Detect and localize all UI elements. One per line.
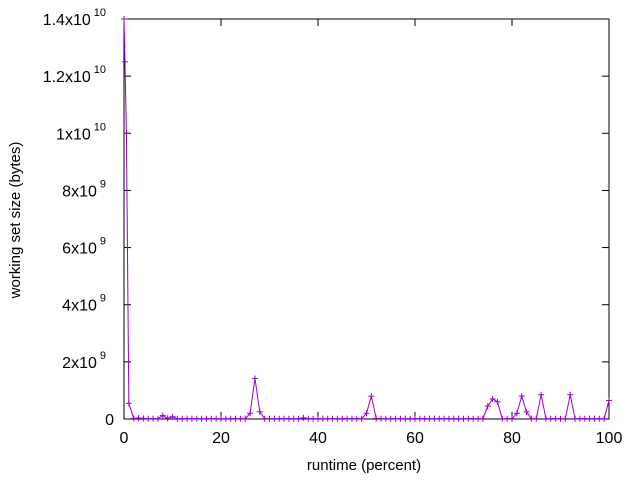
y-tick-exponent: 9 bbox=[100, 293, 106, 305]
data-point bbox=[518, 393, 525, 400]
x-tick-label: 60 bbox=[406, 430, 424, 447]
y-tick-exponent: 10 bbox=[94, 7, 106, 19]
data-point bbox=[121, 58, 128, 65]
data-point bbox=[489, 396, 496, 402]
data-point bbox=[154, 415, 161, 422]
y-tick-label: 8x10 9 bbox=[62, 178, 106, 200]
data-point bbox=[256, 408, 263, 415]
data-point bbox=[606, 397, 612, 404]
y-tick-mantissa: 6x10 bbox=[62, 241, 97, 258]
x-axis-title: runtime (percent) bbox=[307, 457, 421, 474]
y-tick-exponent: 10 bbox=[94, 64, 106, 76]
y-tick-mantissa: 1.4x10 bbox=[43, 12, 91, 29]
y-tick-mantissa: 1x10 bbox=[56, 126, 91, 143]
plot-frame bbox=[123, 18, 610, 420]
y-tick-label: 4x10 9 bbox=[62, 293, 106, 315]
data-point bbox=[484, 403, 491, 410]
y-tick-exponent: 9 bbox=[100, 350, 106, 362]
y-tick-label: 1x10 10 bbox=[56, 121, 106, 143]
y-tick-label: 1.2x10 10 bbox=[43, 64, 106, 86]
data-point bbox=[533, 415, 540, 422]
y-tick-exponent: 9 bbox=[100, 236, 106, 248]
data-point bbox=[123, 130, 130, 137]
x-tick-label: 0 bbox=[120, 430, 129, 447]
series-group bbox=[121, 16, 612, 422]
data-point bbox=[368, 393, 375, 400]
data-point bbox=[494, 398, 501, 405]
x-tick-label: 100 bbox=[596, 430, 623, 447]
y-tick-label: 1.4x10 10 bbox=[43, 7, 106, 29]
y-tick-exponent: 9 bbox=[100, 178, 106, 190]
y-tick-mantissa: 4x10 bbox=[62, 298, 97, 315]
x-tick-label: 20 bbox=[212, 430, 230, 447]
y-tick-mantissa: 1.2x10 bbox=[43, 69, 91, 86]
data-point bbox=[538, 391, 545, 398]
y-tick-mantissa: 2x10 bbox=[62, 355, 97, 372]
y-tick-label: 0 bbox=[105, 412, 114, 429]
data-point bbox=[601, 415, 608, 422]
x-tick-labels: 0 20 40 60 80 100 bbox=[120, 430, 623, 447]
data-point bbox=[562, 415, 569, 422]
x-tick-label: 40 bbox=[309, 430, 327, 447]
data-point bbox=[242, 415, 249, 422]
data-point bbox=[251, 375, 258, 382]
data-point bbox=[125, 400, 132, 407]
y-tick-mantissa: 0 bbox=[105, 412, 114, 429]
y-axis-title: working set size (bytes) bbox=[7, 142, 24, 300]
data-point bbox=[164, 415, 171, 422]
series-line bbox=[123, 18, 610, 420]
data-point bbox=[567, 391, 574, 398]
y-tick-label: 2x10 9 bbox=[62, 350, 106, 372]
data-point bbox=[247, 410, 254, 417]
data-point bbox=[363, 410, 370, 417]
data-point bbox=[358, 415, 365, 422]
data-point bbox=[121, 16, 127, 22]
data-point bbox=[509, 415, 515, 422]
y-tick-mantissa: 8x10 bbox=[62, 183, 97, 200]
data-point bbox=[479, 415, 486, 422]
data-point bbox=[295, 415, 302, 422]
y-tick-exponent: 10 bbox=[94, 121, 106, 133]
data-point bbox=[523, 408, 530, 415]
data-point bbox=[169, 413, 176, 420]
y-tick-label: 6x10 9 bbox=[62, 236, 106, 258]
data-point bbox=[300, 414, 307, 421]
data-point bbox=[159, 412, 166, 419]
x-tick-label: 80 bbox=[503, 430, 521, 447]
data-point bbox=[513, 410, 520, 417]
axis-ticks bbox=[123, 18, 610, 420]
